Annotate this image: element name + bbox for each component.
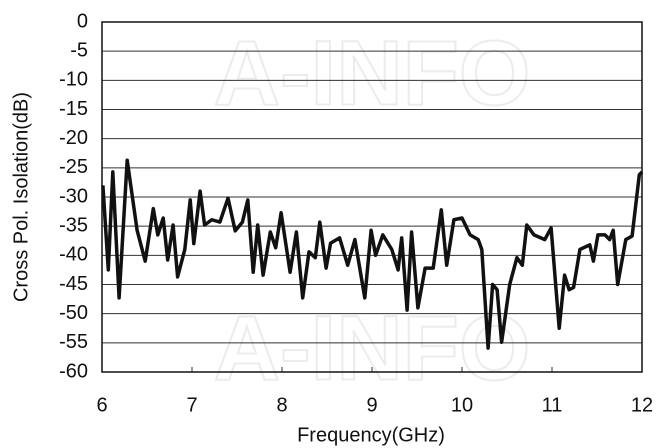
x-axis-label: Frequency(GHz)	[297, 424, 445, 446]
y-tick-label: -60	[59, 360, 88, 382]
y-tick-label: -10	[59, 69, 88, 91]
y-tick-label: -5	[70, 39, 88, 61]
y-tick-label: -25	[59, 156, 88, 178]
x-tick-label: 10	[451, 394, 473, 416]
y-tick-label: -40	[59, 244, 88, 266]
y-axis-label: Cross Pol. Isolation(dB)	[10, 92, 32, 302]
y-tick-label: -45	[59, 273, 88, 295]
y-tick-label: -55	[59, 331, 88, 353]
watermark: A-INFO	[214, 297, 531, 399]
x-tick-label: 9	[366, 394, 377, 416]
y-tick-label: -30	[59, 185, 88, 207]
x-tick-label: 6	[96, 394, 107, 416]
y-tick-label: 0	[77, 10, 88, 32]
x-tick-label: 7	[186, 394, 197, 416]
x-tick-label: 12	[631, 394, 653, 416]
data-line	[101, 158, 644, 350]
y-tick-label: -15	[59, 98, 88, 120]
x-tick-label: 8	[276, 394, 287, 416]
watermark: A-INFO	[214, 22, 531, 124]
y-tick-label: -20	[59, 127, 88, 149]
y-tick-label: -50	[59, 302, 88, 324]
y-tick-label: -35	[59, 214, 88, 236]
x-tick-label: 11	[542, 394, 563, 416]
